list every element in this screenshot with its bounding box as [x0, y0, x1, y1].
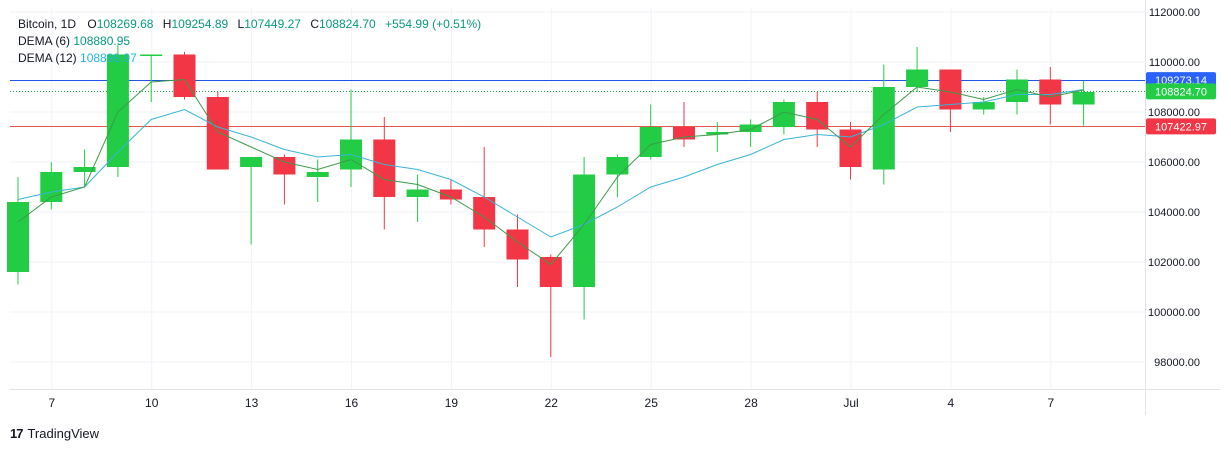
x-tick-label: 19 [445, 396, 459, 410]
candle-body [906, 69, 929, 87]
candle-body [106, 54, 129, 167]
price-label-close: 108824.70 [1155, 86, 1207, 98]
candle-body [240, 157, 263, 167]
y-tick-label: 104000.00 [1148, 207, 1200, 219]
candle-body [706, 132, 729, 135]
open-value: 108269.68 [96, 17, 154, 31]
dema6-row: DEMA (6) 108880.95 [18, 33, 487, 50]
chart-legend: Bitcoin, 1D O108269.68 H109254.89 L10744… [18, 16, 487, 67]
candle-body [73, 167, 96, 172]
candle-body [306, 172, 329, 177]
candle-body [140, 54, 163, 56]
candle-body [206, 97, 229, 170]
dema6-label: DEMA (6) [18, 34, 71, 48]
y-tick-label: 106000.00 [1148, 157, 1200, 169]
candle-body [872, 87, 895, 170]
price-label-bg-close [1146, 83, 1216, 100]
price-label-bg-red [1146, 118, 1216, 135]
candle-body [406, 189, 429, 197]
y-tick-label: 100000.00 [1148, 307, 1200, 319]
x-tick-label: 28 [744, 396, 758, 410]
candle-body [506, 229, 529, 260]
candle-body [173, 54, 196, 97]
candle-body [273, 157, 296, 175]
close-value: 108824.70 [318, 17, 376, 31]
y-tick-label: 110000.00 [1149, 57, 1200, 69]
dema12-row: DEMA (12) 108898.97 [18, 50, 487, 67]
candle-body [606, 157, 629, 175]
high-value: 109254.89 [171, 17, 229, 31]
y-tick-label: 98000.00 [1154, 357, 1200, 369]
dema12-line [17, 89, 1084, 238]
dema12-label: DEMA (12) [18, 51, 77, 65]
candle-body [1006, 79, 1028, 102]
candles [7, 44, 1095, 357]
axes: 112000.00 110000.00 108000.00 106000.00 1040… [10, 0, 1220, 415]
candle-body [40, 172, 63, 202]
low-label: L [237, 17, 245, 31]
close-label: C [310, 17, 319, 31]
ohlc-row: Bitcoin, 1D O108269.68 H109254.89 L10744… [18, 16, 487, 33]
dema6-value: 108880.95 [73, 34, 131, 48]
tradingview-logo-icon: 17 [10, 426, 24, 441]
candle-body [772, 102, 795, 127]
candle-body [1072, 92, 1095, 105]
x-tick-label: 10 [145, 396, 159, 410]
candle-body [439, 189, 462, 200]
candle-body [373, 139, 396, 197]
dema-lines [17, 78, 1084, 266]
candle-body [539, 257, 562, 287]
x-tick-label: 7 [1047, 396, 1054, 410]
dema6-line [17, 78, 1084, 266]
y-tick-label: 108000.00 [1148, 107, 1200, 119]
candle-body [673, 127, 695, 140]
open-label: O [87, 17, 97, 31]
change-value: +554.99 (+0.51%) [385, 17, 482, 31]
price-label-red: 107422.97 [1155, 121, 1207, 133]
candle-body [573, 174, 596, 287]
low-value: 107449.27 [244, 17, 301, 31]
dema12-value: 108898.97 [80, 51, 137, 65]
x-tick-label: 13 [245, 396, 259, 410]
tradingview-footer[interactable]: 17 TradingView [10, 426, 99, 441]
x-tick-label: 4 [948, 396, 955, 410]
candle-body [972, 102, 995, 110]
candle-body [839, 129, 862, 167]
x-tick-label: Jul [843, 396, 858, 410]
candle-body [1039, 79, 1062, 105]
candle-body [806, 102, 829, 130]
high-label: H [162, 17, 172, 31]
y-tick-label: 112000.00 [1149, 7, 1200, 19]
x-tick-label: 16 [345, 396, 359, 410]
y-tick-label: 102000.00 [1148, 257, 1200, 269]
candle-body [7, 202, 29, 272]
symbol-title: Bitcoin, 1D [18, 17, 77, 31]
candle-body [739, 124, 762, 132]
candle-body [939, 69, 962, 110]
x-tick-label: 22 [545, 396, 559, 410]
x-tick-label: 25 [645, 396, 659, 410]
tradingview-brand: TradingView [27, 426, 100, 441]
x-tick-label: 7 [48, 396, 55, 410]
